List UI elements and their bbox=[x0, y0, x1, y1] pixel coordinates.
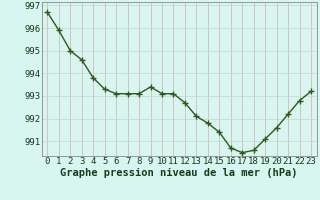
X-axis label: Graphe pression niveau de la mer (hPa): Graphe pression niveau de la mer (hPa) bbox=[60, 168, 298, 178]
